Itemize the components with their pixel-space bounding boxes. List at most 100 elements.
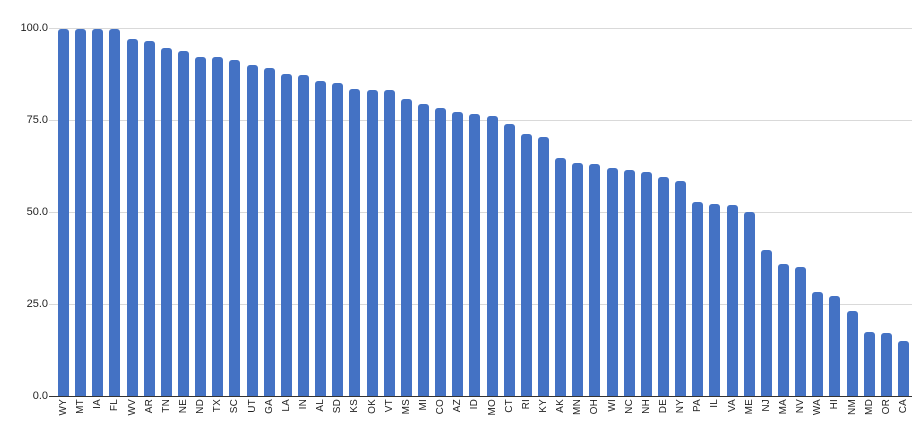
bar-slot [312,28,329,396]
bar-slot [861,28,878,396]
x-label-ky: KY [538,399,549,413]
x-label-slot: MS [398,399,415,416]
bar-slot [432,28,449,396]
bar-slot [89,28,106,396]
y-axis: 0.0 25.0 50.0 75.0 100.0 [0,0,48,441]
bar-ms [400,98,412,396]
bar-slot [672,28,689,396]
x-label-slot: UT [244,399,261,416]
x-label-wi: WI [606,399,618,412]
bar-tx [212,57,224,396]
x-label-me: ME [743,399,755,415]
bar-ar [143,41,155,396]
x-label-la: LA [280,399,292,412]
x-label-ia: IA [92,399,104,409]
bar-slot [295,28,312,396]
x-label-slot: KS [346,399,363,416]
bar-fl [109,29,121,396]
bar-ne [178,50,190,396]
gridline [49,212,912,213]
bar-wv [126,39,138,396]
bar-mo [486,115,498,396]
bar-sc [229,60,241,396]
x-label-slot: LA [278,399,295,416]
bar-slot [364,28,381,396]
x-label-slot: SD [329,399,346,416]
x-label-slot: MN [569,399,586,416]
bar-slot [775,28,792,396]
x-label-ut: UT [246,399,258,413]
x-label-slot: WA [809,399,826,416]
bar-slot [158,28,175,396]
x-label-ca: CA [897,399,909,414]
bar-slot [895,28,912,396]
y-tick-label: 100.0 [20,22,48,34]
x-label-slot: WI [604,399,621,416]
x-label-ak: AK [555,399,567,413]
x-label-ny: NY [675,399,687,414]
x-label-slot: VT [381,399,398,416]
x-label-slot: TN [158,399,175,416]
x-label-va: VA [726,399,738,412]
bar-me [743,212,755,396]
bar-slot [586,28,603,396]
bar-slot [244,28,261,396]
bar-slot [484,28,501,396]
bar-slot [72,28,89,396]
x-label-nm: NM [846,399,858,415]
bar-slot [826,28,843,396]
x-label-ga: GA [263,399,275,414]
bar-slot [449,28,466,396]
x-label-ar: AR [143,399,155,414]
x-label-slot: WY [55,399,72,416]
bar-slot [124,28,141,396]
x-label-ms: MS [400,399,412,415]
x-label-co: CO [435,399,447,415]
x-label-slot: MA [775,399,792,416]
x-label-mi: MI [418,399,430,411]
x-label-nv: NV [795,399,807,414]
bar-hi [829,295,841,396]
x-label-slot: HI [826,399,843,416]
bar-mt [75,29,87,396]
x-label-hi: HI [829,399,841,410]
bar-wy [58,28,70,396]
x-label-slot: OK [364,399,381,416]
bar-la [280,74,292,396]
x-label-mt: MT [75,399,87,414]
bar-slot [758,28,775,396]
x-label-slot: ID [466,399,483,416]
bar-ia [92,29,104,396]
x-label-oh: OH [589,399,601,415]
bar-slot [192,28,209,396]
x-label-mn: MN [572,399,584,415]
x-label-slot: NC [621,399,638,416]
bar-or [880,332,892,396]
x-label-slot: TX [209,399,226,416]
x-label-wv: WV [126,399,138,416]
x-label-slot: IN [295,399,312,416]
x-label-slot: MD [861,399,878,416]
x-label-vt: VT [383,399,395,413]
x-axis-line [49,396,912,397]
bar-slot [381,28,398,396]
x-label-wa: WA [812,399,824,416]
gridline [49,28,912,29]
bar-ct [503,123,515,396]
bar-nv [795,266,807,396]
y-tick-label: 0.0 [32,390,48,402]
x-label-pa: PA [692,399,704,412]
bar-slot [226,28,243,396]
bar-slot [843,28,860,396]
x-label-slot: CA [895,399,912,416]
x-label-slot: IA [89,399,106,416]
x-label-slot: AK [552,399,569,416]
bar-sd [332,82,344,396]
x-label-sd: SD [332,399,344,414]
x-label-slot: NJ [758,399,775,416]
bar-slot [535,28,552,396]
bar-slot [141,28,158,396]
x-label-ok: OK [366,399,378,414]
bar-slot [209,28,226,396]
bar-ny [675,180,687,396]
